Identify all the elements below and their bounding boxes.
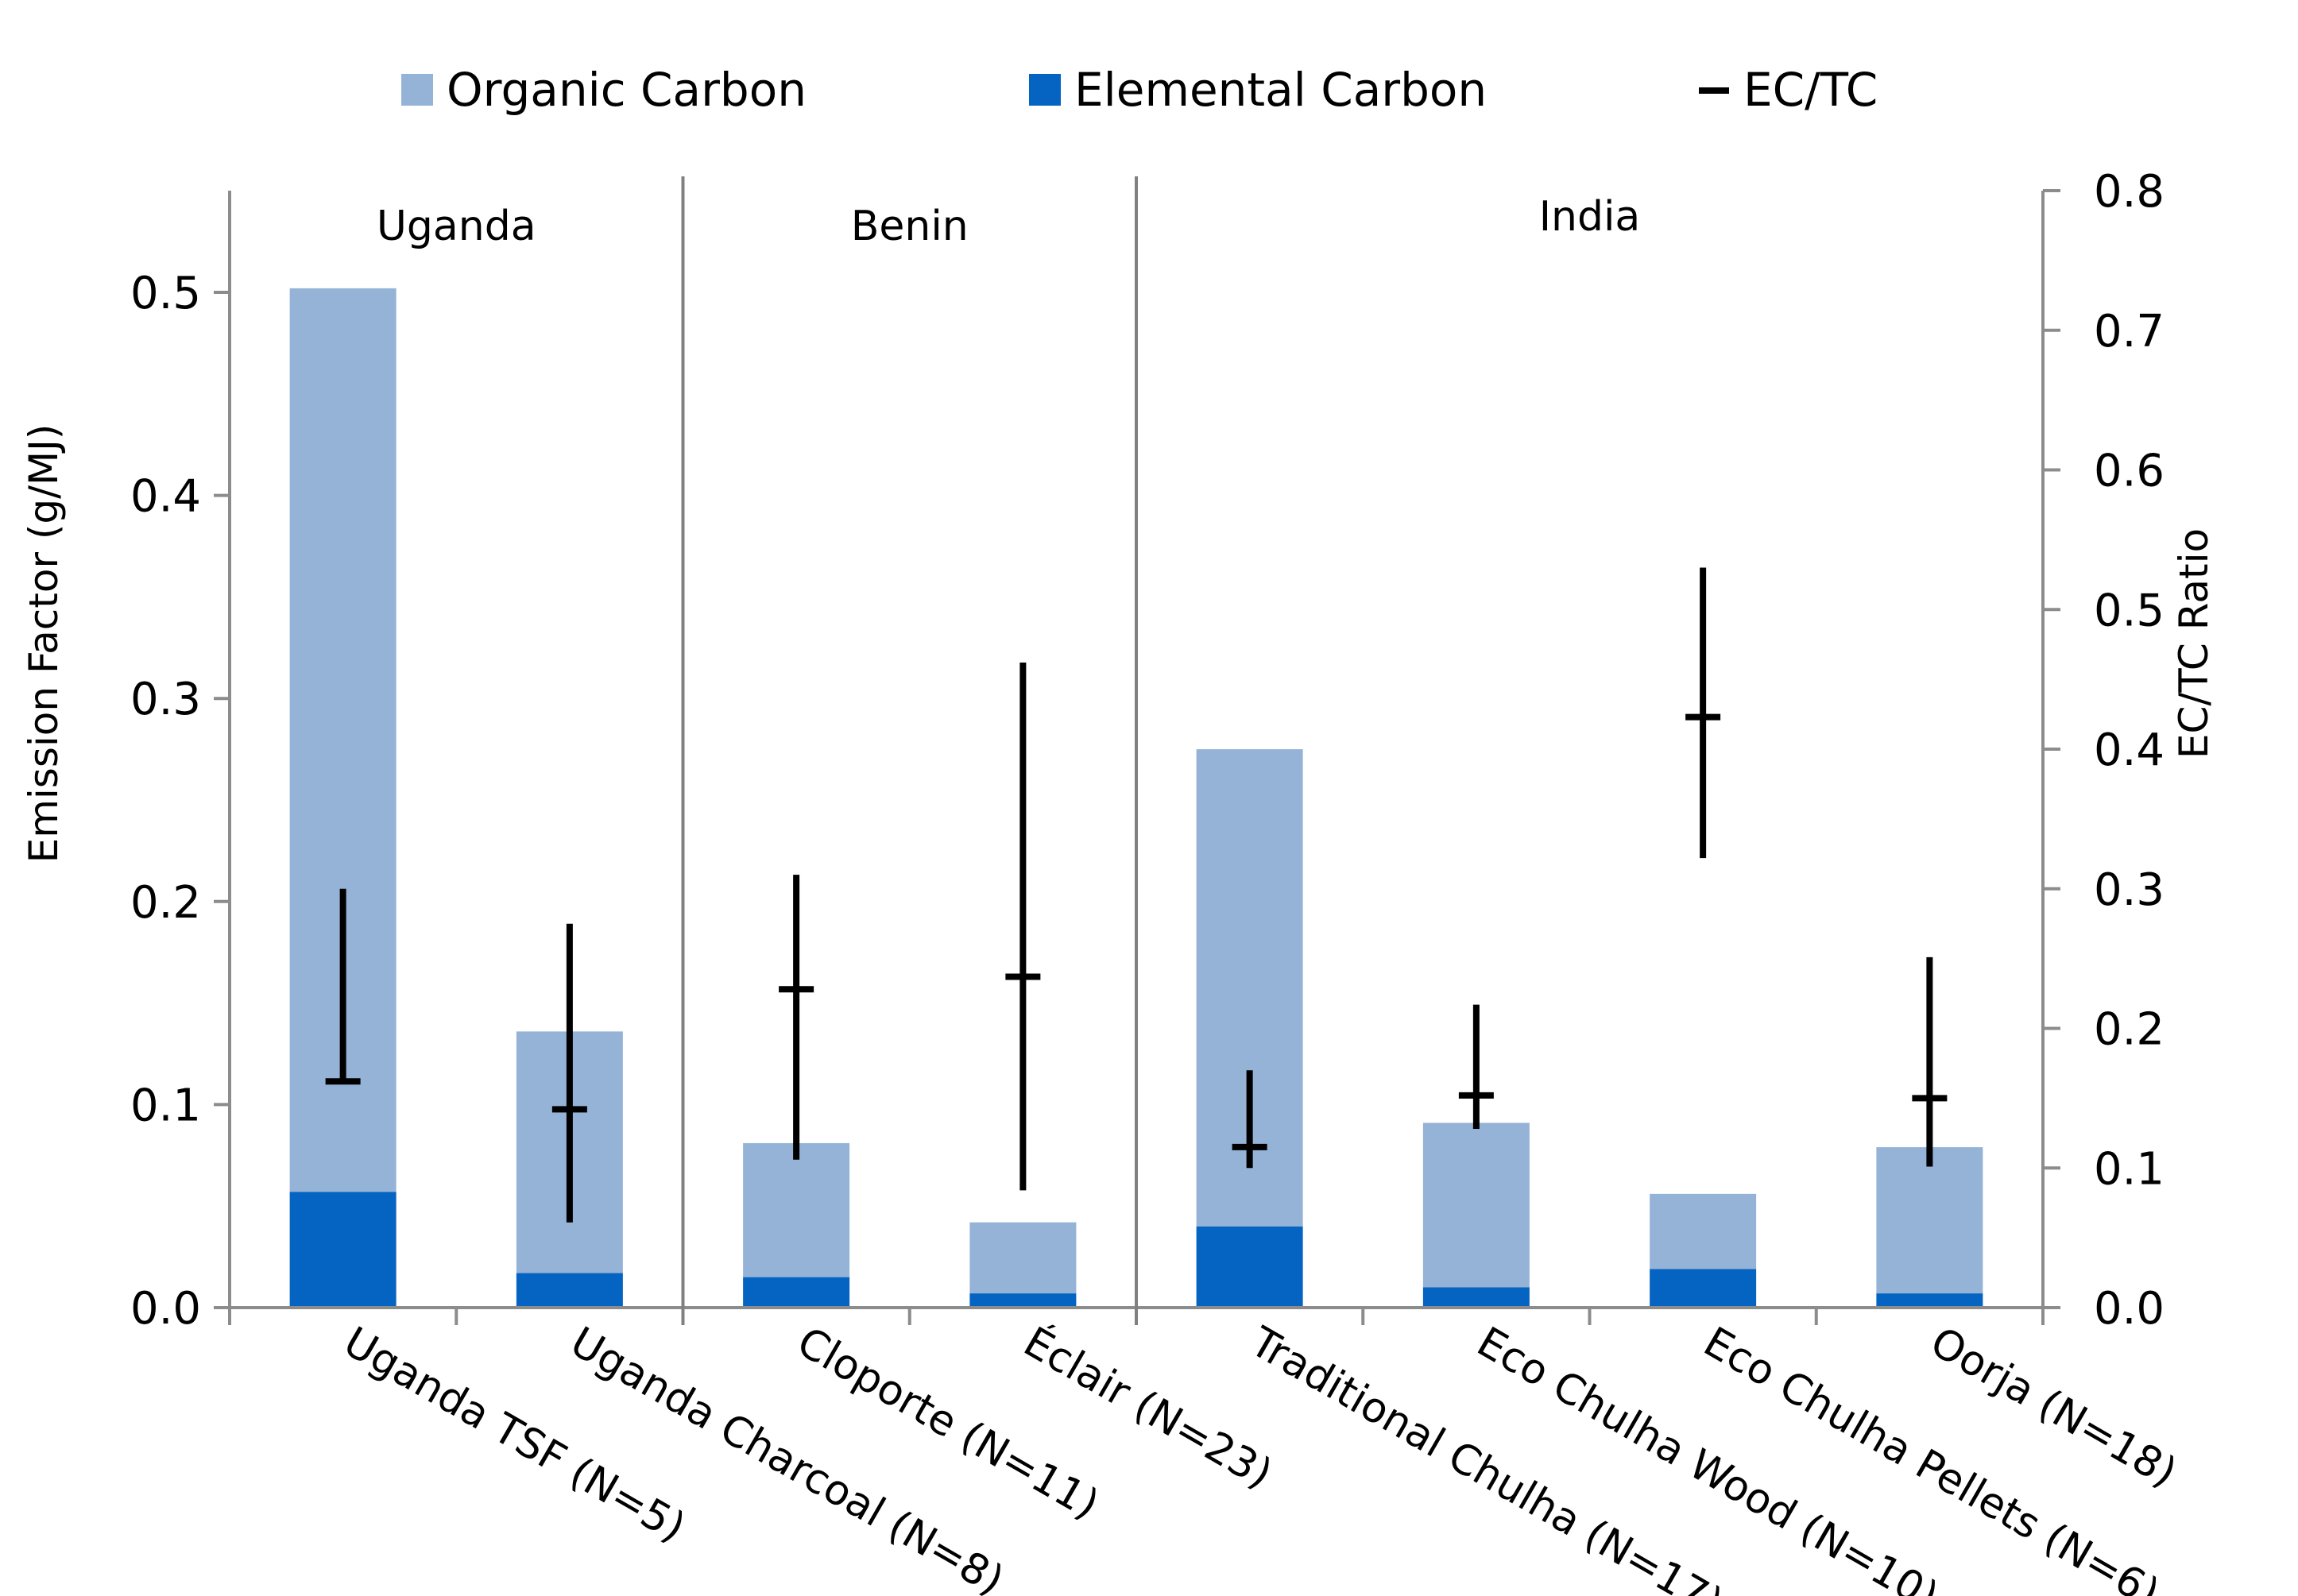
legend-swatch-elemental-carbon [1029, 74, 1061, 106]
bar-elemental-carbon [1422, 1287, 1530, 1308]
legend-label-elemental-carbon: Elemental Carbon [1074, 63, 1487, 117]
y-tick-label: 0.2 [130, 877, 201, 929]
bar-elemental-carbon [516, 1273, 623, 1308]
y2-tick-label: 0.0 [2094, 1283, 2165, 1335]
y2-tick-label: 0.1 [2094, 1143, 2165, 1195]
bar-organic-carbon [743, 1142, 850, 1277]
bar-elemental-carbon [1650, 1269, 1757, 1308]
y-axis-title: Emission Factor (g/MJ) [21, 424, 67, 864]
legend-label-ec-tc: EC/TC [1743, 63, 1878, 117]
y2-tick-label: 0.3 [2094, 864, 2165, 916]
region-label: Uganda [377, 203, 536, 250]
y2-tick-label: 0.2 [2094, 1004, 2165, 1056]
y-tick-label: 0.3 [130, 674, 201, 725]
legend-label-organic-carbon: Organic Carbon [447, 63, 807, 117]
bar-elemental-carbon [1876, 1293, 1983, 1308]
region-label: India [1539, 193, 1641, 241]
legend-swatch-ec-tc [1699, 87, 1729, 94]
bar-elemental-carbon [1196, 1226, 1303, 1308]
legend-swatch-organic-carbon [401, 74, 433, 106]
region-label: Benin [851, 203, 969, 250]
y2-tick-label: 0.5 [2094, 585, 2165, 636]
y-tick-label: 0.4 [130, 471, 201, 523]
y2-tick-label: 0.7 [2094, 306, 2165, 357]
bar-organic-carbon [1650, 1193, 1757, 1269]
bar-organic-carbon [1876, 1147, 1983, 1294]
bar-elemental-carbon [289, 1192, 397, 1308]
y2-tick-label: 0.8 [2094, 166, 2165, 218]
bar-elemental-carbon [969, 1293, 1077, 1308]
plot-area: 0.0 0.1 0.2 0.3 0.4 0.5 0.0 0.1 0.2 0.3 0.4 0.5 0.6 0… [130, 166, 2184, 1596]
bar-elemental-carbon [743, 1277, 850, 1308]
y-tick-label: 0.0 [130, 1283, 201, 1335]
y2-axis-title: EC/TC Ratio [2171, 528, 2217, 759]
bar-organic-carbon [1422, 1123, 1530, 1288]
y-tick-label: 0.1 [130, 1080, 201, 1131]
legend: Organic Carbon Elemental Carbon EC/TC [401, 63, 1878, 117]
y2-tick-label: 0.4 [2094, 725, 2165, 776]
y-tick-label: 0.5 [130, 268, 201, 319]
x-category-label: Uganda Charcoal (N=8) [563, 1318, 1012, 1596]
y2-tick-label: 0.6 [2094, 446, 2165, 497]
bar-organic-carbon [969, 1222, 1077, 1294]
